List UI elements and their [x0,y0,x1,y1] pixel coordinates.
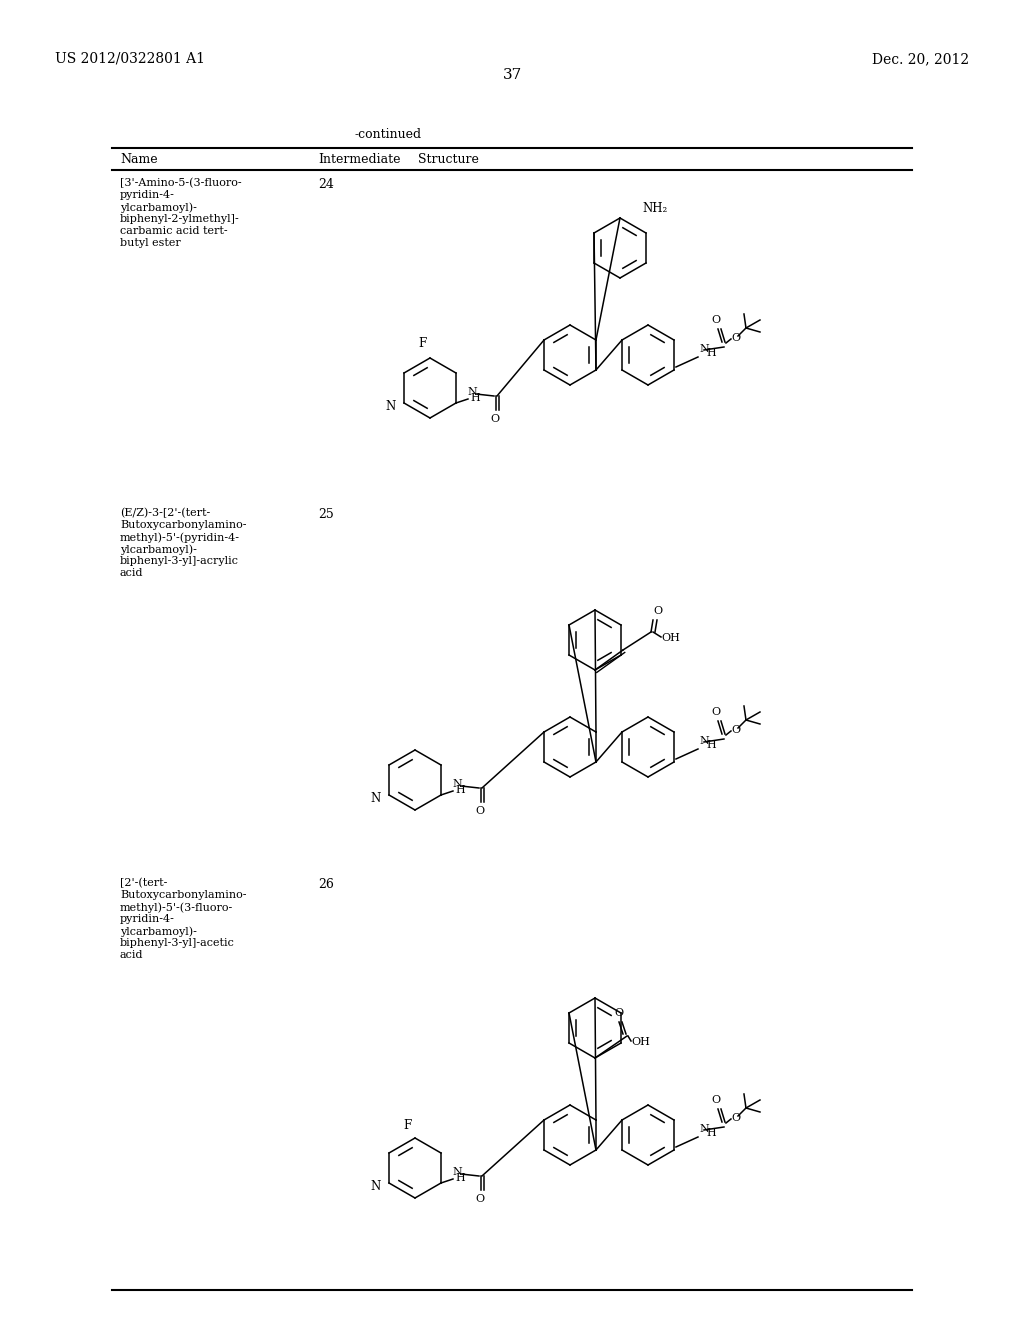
Text: Name: Name [120,153,158,166]
Text: O: O [712,1096,721,1105]
Text: biphenyl-2-ylmethyl]-: biphenyl-2-ylmethyl]- [120,214,240,224]
Text: OH: OH [662,634,680,643]
Text: O: O [731,333,740,343]
Text: acid: acid [120,568,143,578]
Text: biphenyl-3-yl]-acrylic: biphenyl-3-yl]-acrylic [120,556,239,566]
Text: [2'-(tert-: [2'-(tert- [120,878,167,888]
Text: O: O [475,807,484,816]
Text: NH₂: NH₂ [642,202,668,215]
Text: methyl)-5'-(3-fluoro-: methyl)-5'-(3-fluoro- [120,902,233,912]
Text: O: O [731,1113,740,1123]
Text: N: N [699,345,709,354]
Text: Butoxycarbonylamino-: Butoxycarbonylamino- [120,890,247,900]
Text: carbamic acid tert-: carbamic acid tert- [120,226,227,236]
Text: N: N [371,792,381,804]
Text: O: O [712,708,721,717]
Text: H: H [706,741,716,750]
Text: methyl)-5'-(pyridin-4-: methyl)-5'-(pyridin-4- [120,532,240,543]
Text: O: O [475,1195,484,1204]
Text: [3'-Amino-5-(3-fluoro-: [3'-Amino-5-(3-fluoro- [120,178,242,189]
Text: Dec. 20, 2012: Dec. 20, 2012 [871,51,969,66]
Text: H: H [706,1129,716,1138]
Text: H: H [470,393,479,403]
Text: biphenyl-3-yl]-acetic: biphenyl-3-yl]-acetic [120,939,234,948]
Text: N: N [699,1125,709,1134]
Text: Butoxycarbonylamino-: Butoxycarbonylamino- [120,520,247,531]
Text: O: O [712,315,721,325]
Text: N: N [467,387,477,397]
Text: O: O [490,414,500,424]
Text: ylcarbamoyl)-: ylcarbamoyl)- [120,202,197,213]
Text: 24: 24 [318,178,334,191]
Text: O: O [614,1008,624,1018]
Text: N: N [452,779,462,789]
Text: Structure: Structure [418,153,479,166]
Text: acid: acid [120,950,143,960]
Text: OH: OH [631,1038,650,1047]
Text: 37: 37 [503,69,521,82]
Text: N: N [386,400,396,412]
Text: N: N [452,1167,462,1177]
Text: O: O [653,606,663,616]
Text: US 2012/0322801 A1: US 2012/0322801 A1 [55,51,205,66]
Text: O: O [731,725,740,735]
Text: pyridin-4-: pyridin-4- [120,190,175,201]
Text: -continued: -continued [354,128,422,141]
Text: H: H [455,785,465,795]
Text: butyl ester: butyl ester [120,238,181,248]
Text: pyridin-4-: pyridin-4- [120,913,175,924]
Text: N: N [371,1180,381,1192]
Text: ylcarbamoyl)-: ylcarbamoyl)- [120,544,197,554]
Text: 26: 26 [318,878,334,891]
Text: ylcarbamoyl)-: ylcarbamoyl)- [120,927,197,937]
Text: 25: 25 [318,508,334,521]
Text: N: N [699,737,709,746]
Text: F: F [402,1119,411,1133]
Text: Intermediate: Intermediate [318,153,400,166]
Text: (E/Z)-3-[2'-(tert-: (E/Z)-3-[2'-(tert- [120,508,210,519]
Text: F: F [418,337,426,350]
Text: H: H [455,1173,465,1183]
Text: H: H [706,348,716,358]
